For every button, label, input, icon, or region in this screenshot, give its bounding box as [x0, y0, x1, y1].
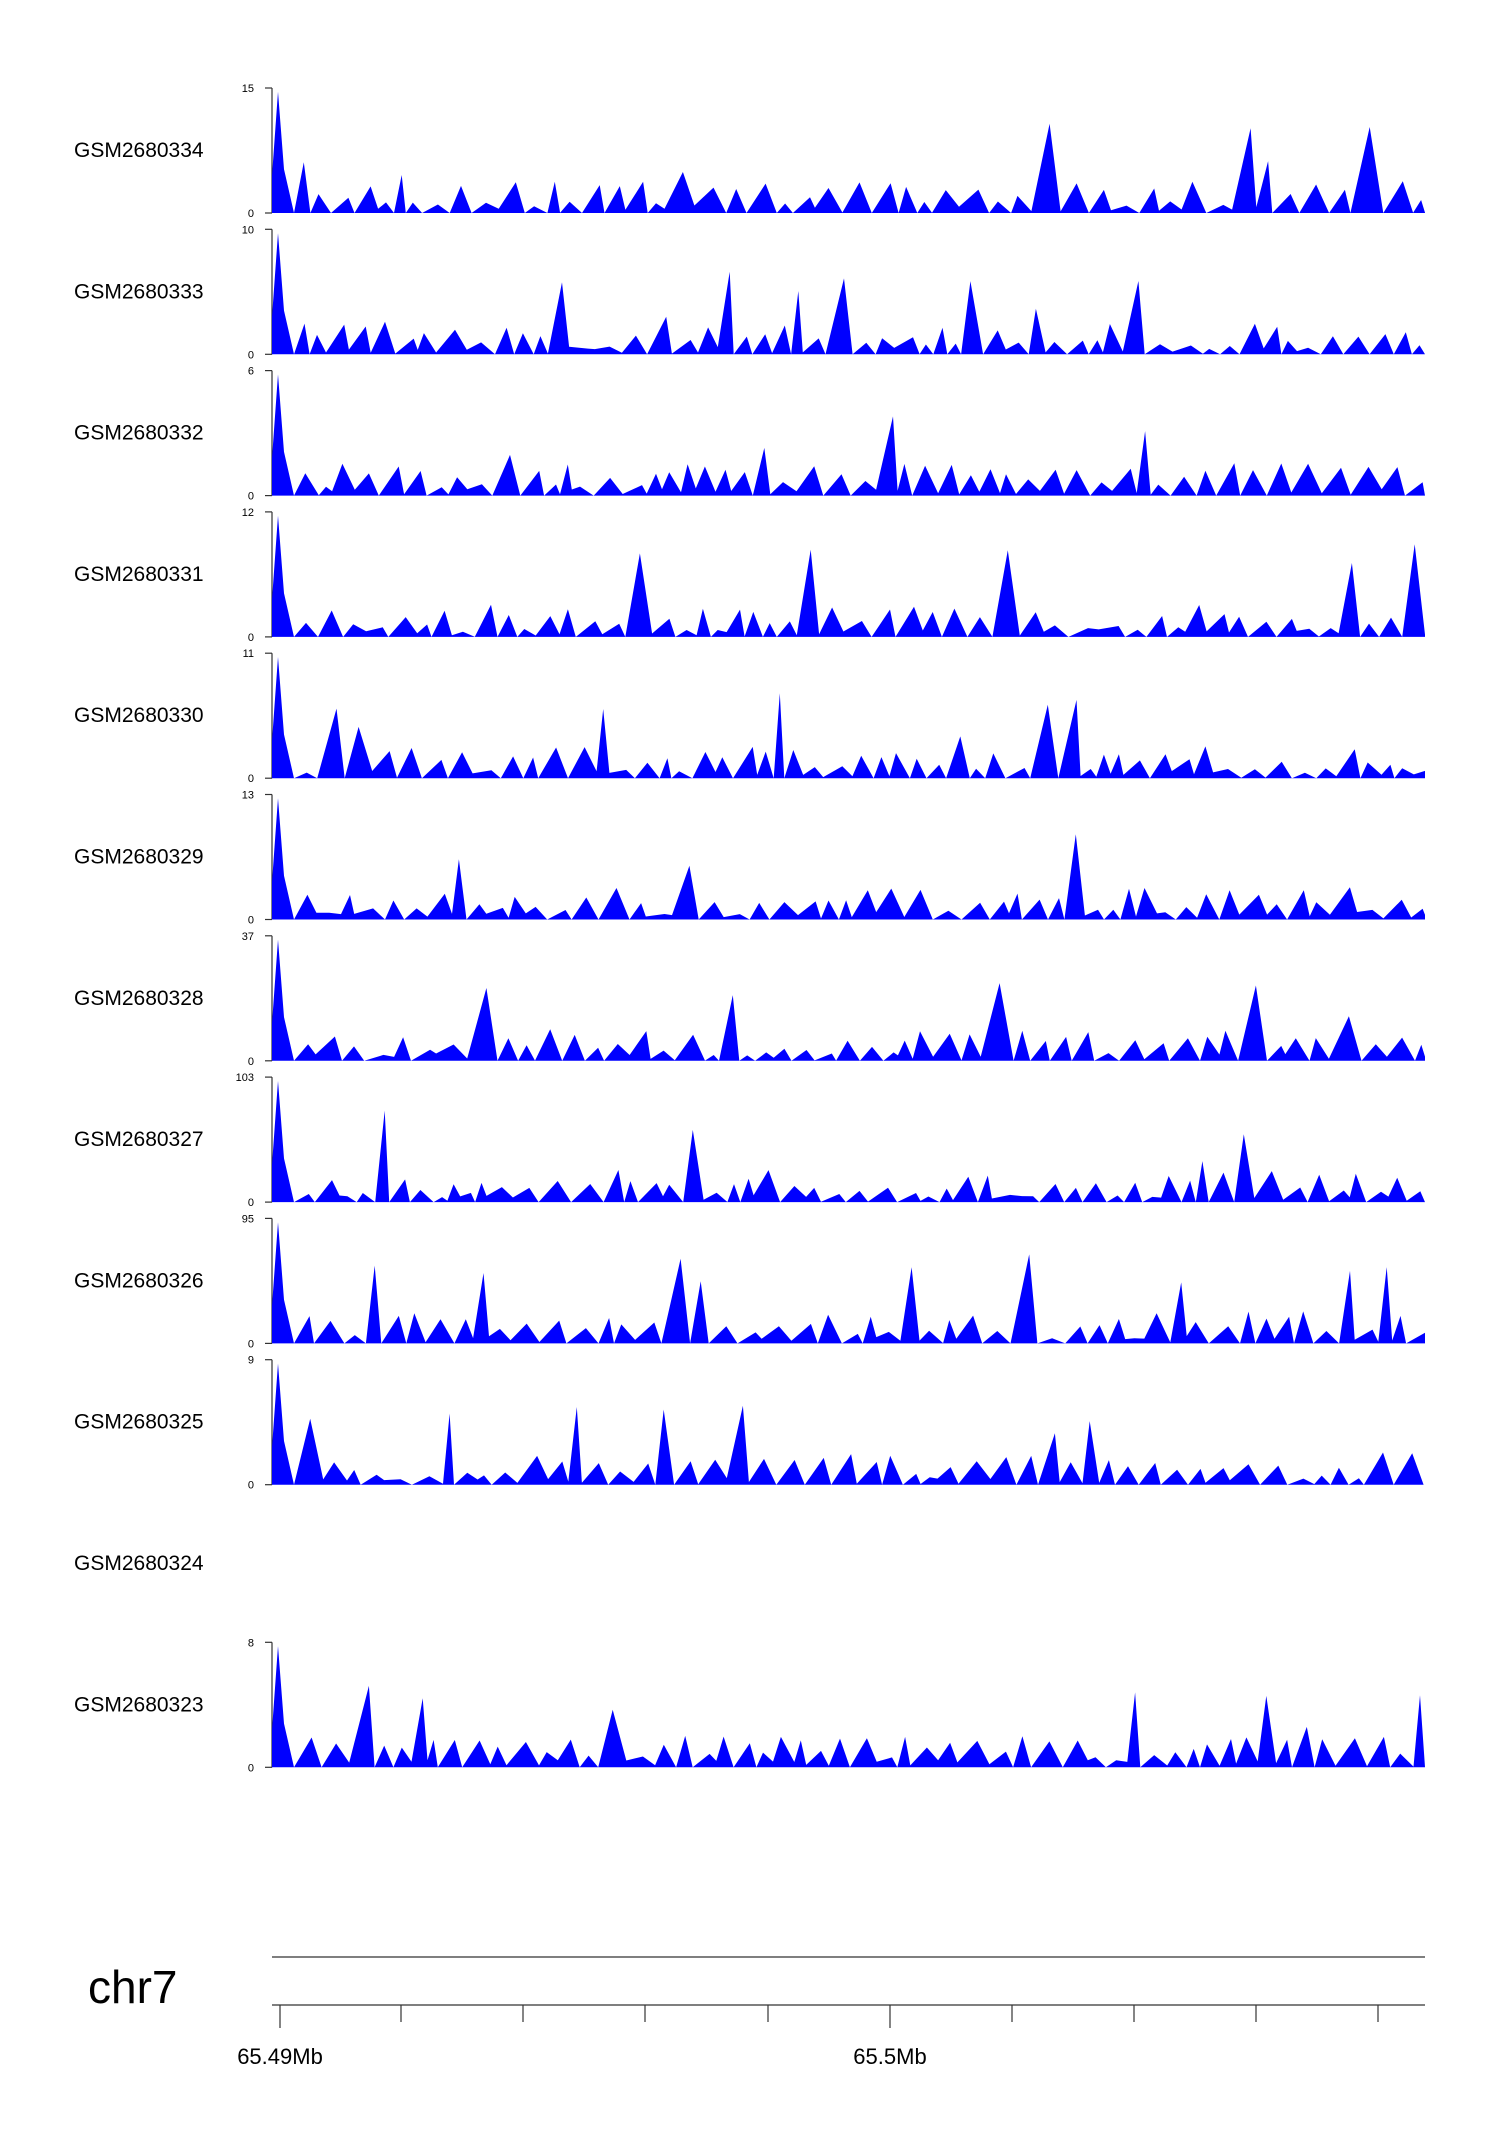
- coverage-area: [272, 1222, 1425, 1344]
- track-label: GSM2680332: [74, 422, 204, 445]
- coverage-area: [272, 1363, 1425, 1485]
- y-tick-label-min: 0: [248, 1056, 254, 1068]
- track-label: GSM2680331: [74, 563, 204, 586]
- track-GSM2680325: GSM2680325 9 0: [74, 1355, 1425, 1492]
- y-tick-label-min: 0: [248, 1480, 254, 1492]
- position-label-65-5: 65.5Mb: [853, 2044, 926, 2069]
- track-GSM2680334: GSM2680334 15 0: [74, 83, 1425, 220]
- track-label: GSM2680327: [74, 1128, 204, 1151]
- track-label: GSM2680323: [74, 1693, 204, 1716]
- track-label: GSM2680328: [74, 987, 204, 1010]
- coverage-area: [272, 374, 1425, 496]
- coverage-area: [272, 233, 1425, 355]
- y-tick-label-min: 0: [248, 349, 254, 361]
- y-tick-label-max: 10: [242, 224, 254, 236]
- coverage-area: [272, 515, 1425, 637]
- y-tick-label-max: 15: [242, 83, 254, 95]
- y-tick-label-max: 37: [242, 931, 254, 943]
- track-GSM2680323: GSM2680323 8 0: [74, 1637, 1425, 1774]
- track-label: GSM2680325: [74, 1411, 204, 1434]
- y-tick-label-min: 0: [248, 491, 254, 503]
- track-label: GSM2680326: [74, 1269, 204, 1292]
- y-tick-label-max: 103: [236, 1072, 254, 1084]
- y-tick-label-max: 11: [243, 648, 254, 660]
- track-GSM2680330: GSM2680330 11 0: [74, 648, 1425, 785]
- y-tick-label-max: 8: [248, 1637, 254, 1649]
- coverage-area: [272, 657, 1425, 779]
- y-tick-label-min: 0: [248, 208, 254, 220]
- tracks-layer: GSM2680334150GSM2680333100GSM268033260GS…: [74, 83, 1425, 1774]
- minor-ticks: [400, 2005, 1379, 2022]
- chromosome-label: chr7: [88, 1961, 177, 2013]
- track-GSM2680332: GSM2680332 6 0: [74, 366, 1425, 503]
- track-label: GSM2680324: [74, 1552, 204, 1575]
- coverage-area: [272, 91, 1425, 213]
- y-tick-label-max: 13: [242, 790, 254, 802]
- y-tick-label-min: 0: [248, 1762, 254, 1774]
- y-tick-label-max: 6: [248, 366, 254, 378]
- y-tick-label-min: 0: [248, 632, 254, 644]
- position-label-65-49: 65.49Mb: [237, 2044, 323, 2069]
- y-tick-label-max: 9: [248, 1355, 254, 1367]
- coverage-area: [272, 798, 1425, 920]
- coverage-area: [272, 1080, 1425, 1203]
- y-tick-label-max: 12: [242, 507, 254, 519]
- y-tick-label-min: 0: [248, 915, 254, 927]
- track-label: GSM2680334: [74, 139, 204, 162]
- track-GSM2680329: GSM2680329 13 0: [74, 790, 1425, 927]
- y-tick-label-min: 0: [248, 1197, 254, 1209]
- track-GSM2680328: GSM2680328 37 0: [74, 931, 1425, 1068]
- chromosome-axis: chr7 65.49Mb 65.5Mb: [88, 1956, 1425, 2069]
- track-label: GSM2680333: [74, 280, 204, 303]
- y-tick-label-max: 95: [242, 1213, 254, 1225]
- y-tick-label-min: 0: [248, 773, 254, 785]
- track-GSM2680327: GSM2680327 103 0: [74, 1072, 1425, 1209]
- track-label: GSM2680329: [74, 846, 204, 869]
- y-tick-label-min: 0: [248, 1338, 254, 1350]
- track-GSM2680324: GSM2680324: [74, 1552, 204, 1575]
- coverage-area: [272, 1646, 1425, 1768]
- track-GSM2680333: GSM2680333 10 0: [74, 224, 1425, 361]
- track-GSM2680331: GSM2680331 12 0: [74, 507, 1425, 644]
- track-label: GSM2680330: [74, 704, 204, 727]
- track-GSM2680326: GSM2680326 95 0: [74, 1213, 1425, 1350]
- coverage-area: [272, 939, 1425, 1061]
